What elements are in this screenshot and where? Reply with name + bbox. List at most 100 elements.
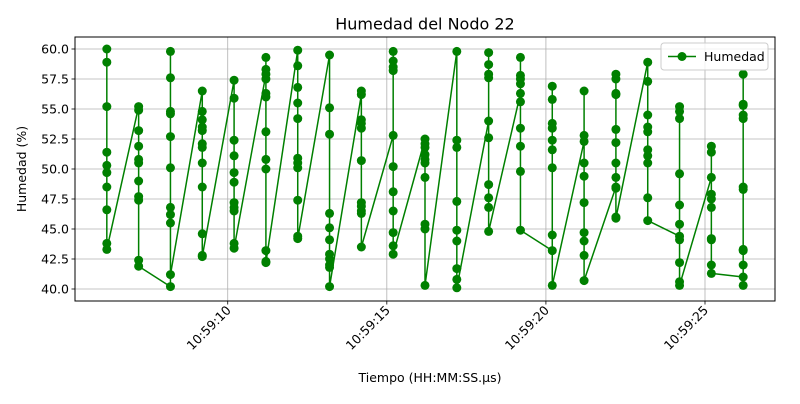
data-point (452, 225, 462, 235)
data-point (197, 106, 207, 116)
x-axis-label: Tiempo (HH:MM:SS.µs) (358, 370, 502, 385)
data-point (229, 151, 239, 161)
data-point (484, 226, 494, 236)
data-point (484, 73, 494, 83)
data-point (706, 172, 716, 182)
data-point (325, 103, 335, 113)
data-point (547, 230, 557, 240)
data-point (197, 229, 207, 239)
data-point (356, 208, 366, 218)
data-point (611, 213, 621, 223)
data-point (261, 164, 271, 174)
data-point (102, 168, 112, 178)
data-point (261, 258, 271, 268)
data-point (579, 198, 589, 208)
data-point (134, 105, 144, 115)
data-point (229, 177, 239, 187)
data-point (420, 158, 430, 168)
y-tick-label: 57.5 (41, 72, 69, 87)
data-point (388, 66, 398, 76)
data-point (197, 142, 207, 152)
data-point (102, 57, 112, 67)
data-point (738, 100, 748, 110)
data-point (579, 158, 589, 168)
data-point (611, 158, 621, 168)
data-point (325, 223, 335, 233)
data-point (293, 195, 303, 205)
data-point (102, 205, 112, 215)
data-point (643, 193, 653, 203)
data-point (484, 202, 494, 212)
data-point (547, 145, 557, 155)
data-point (706, 260, 716, 270)
data-point (515, 141, 525, 151)
data-point (134, 158, 144, 168)
data-point (611, 138, 621, 148)
data-point (611, 124, 621, 134)
y-tick-label: 55.0 (41, 102, 69, 117)
data-point (420, 224, 430, 234)
data-point (643, 216, 653, 226)
data-point (452, 264, 462, 274)
data-point (547, 135, 557, 145)
data-point (293, 98, 303, 108)
data-point (293, 114, 303, 124)
data-point (452, 283, 462, 293)
data-point (197, 115, 207, 125)
data-point (452, 46, 462, 56)
chart-title: Humedad del Nodo 22 (335, 15, 514, 34)
data-point (675, 106, 685, 116)
y-tick-label: 47.5 (41, 192, 69, 207)
data-point (515, 79, 525, 89)
data-point (229, 135, 239, 145)
data-point (420, 142, 430, 152)
data-point (643, 110, 653, 120)
data-point (643, 151, 653, 161)
data-point (388, 228, 398, 238)
data-point (261, 127, 271, 137)
data-point (165, 132, 175, 142)
data-point (165, 218, 175, 228)
data-point (484, 133, 494, 143)
data-point (229, 168, 239, 178)
data-point (738, 280, 748, 290)
data-point (484, 180, 494, 190)
data-point (738, 184, 748, 194)
data-point (579, 130, 589, 140)
data-point (229, 206, 239, 216)
data-point (165, 202, 175, 212)
y-tick-label: 60.0 (41, 42, 69, 57)
data-point (579, 86, 589, 96)
data-point (675, 258, 685, 268)
data-point (515, 88, 525, 98)
data-point (388, 249, 398, 259)
data-point (579, 236, 589, 246)
data-point (420, 280, 430, 290)
data-point (293, 61, 303, 71)
data-point (452, 236, 462, 246)
data-point (484, 193, 494, 203)
data-point (515, 97, 525, 107)
data-point (515, 225, 525, 235)
data-point (643, 158, 653, 168)
data-point (547, 280, 557, 290)
data-point (102, 182, 112, 192)
data-point (356, 156, 366, 166)
data-point (452, 274, 462, 284)
data-point (515, 52, 525, 62)
data-point (325, 235, 335, 245)
data-point (165, 109, 175, 119)
data-point (261, 74, 271, 84)
data-point (102, 160, 112, 170)
data-point (643, 127, 653, 137)
data-point (261, 246, 271, 256)
data-point (165, 46, 175, 56)
data-point (547, 81, 557, 91)
data-point (261, 52, 271, 62)
data-point (261, 154, 271, 164)
data-point (356, 242, 366, 252)
data-point (738, 246, 748, 256)
y-axis-label: Humedad (%) (14, 126, 29, 212)
data-point (738, 260, 748, 270)
data-point (706, 194, 716, 204)
